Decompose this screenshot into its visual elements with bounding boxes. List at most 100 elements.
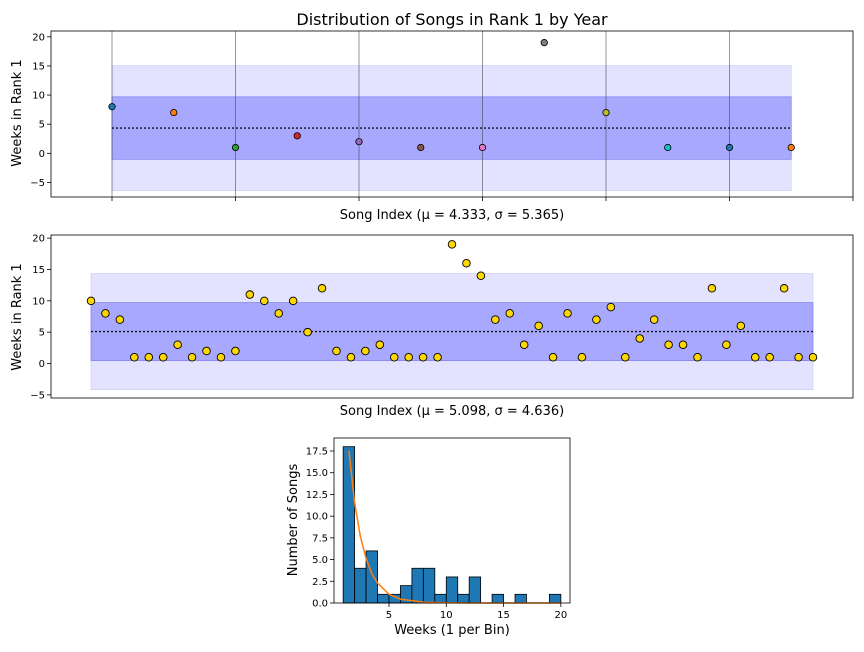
y-ticks: 0.0 2.5 5.0 7.5 10.0 12.5 15.0 17.5 xyxy=(306,447,334,610)
plot-frame xyxy=(333,437,571,604)
data-point xyxy=(288,296,298,306)
data-point xyxy=(722,340,731,349)
data-point xyxy=(418,353,428,362)
histogram-bar xyxy=(342,446,356,604)
data-point xyxy=(144,353,154,362)
histogram-bar xyxy=(365,550,378,604)
x-tick-label: 20 xyxy=(554,610,567,621)
data-point xyxy=(519,340,529,349)
data-point xyxy=(404,353,413,362)
data-point xyxy=(187,353,197,362)
x-axis-label: Song Index (μ = 5.098, σ = 4.636) xyxy=(340,404,564,419)
data-point xyxy=(505,309,515,318)
data-point xyxy=(736,321,746,331)
data-point xyxy=(86,296,96,306)
data-point xyxy=(216,353,226,362)
plot-frame xyxy=(50,30,854,198)
data-point xyxy=(346,353,356,362)
y-tick-label: 0 xyxy=(39,149,45,160)
data-point xyxy=(563,309,572,318)
y-ticks: −5 0 5 10 15 20 xyxy=(30,234,51,401)
x-axis-label: Weeks (1 per Bin) xyxy=(394,623,510,638)
data-point xyxy=(158,353,168,362)
data-point xyxy=(274,309,283,318)
data-point xyxy=(260,296,269,306)
data-point xyxy=(534,321,543,331)
data-point xyxy=(245,290,255,299)
data-point xyxy=(592,315,601,324)
data-point xyxy=(779,284,789,293)
data-point xyxy=(170,108,178,117)
y-tick-label: 12.5 xyxy=(306,490,328,501)
data-point xyxy=(491,315,500,324)
data-point xyxy=(361,346,370,356)
data-point xyxy=(602,108,610,117)
x-ticks xyxy=(111,197,854,201)
data-point xyxy=(130,353,139,362)
x-ticks: 5 10 15 20 xyxy=(386,603,567,621)
data-point xyxy=(108,103,116,111)
data-point xyxy=(202,346,211,356)
plot-frame xyxy=(50,234,854,399)
histogram-bar xyxy=(354,567,367,604)
histogram-bar xyxy=(491,593,504,604)
chart-panel-all-songs: −5 0 5 10 15 20 Song Index (μ = 5.098, σ = 4.… xyxy=(10,234,854,419)
data-point xyxy=(447,240,457,249)
histogram-bar xyxy=(468,576,482,604)
y-tick-label: 0.0 xyxy=(312,599,328,610)
data-point xyxy=(115,315,125,324)
data-point xyxy=(787,143,795,152)
data-point xyxy=(707,284,717,293)
data-point xyxy=(606,302,616,312)
histogram-bar xyxy=(411,567,424,604)
y-tick-label: 2.5 xyxy=(312,577,328,588)
chart-panel-by-year: −5 0 5 10 15 20 Distribution of Songs in Rank… xyxy=(10,10,854,223)
data-point xyxy=(433,353,442,362)
data-point xyxy=(678,340,688,349)
histogram-bar xyxy=(514,593,527,604)
data-point xyxy=(375,340,385,349)
y-tick-label: −5 xyxy=(30,178,45,189)
y-tick-label: 17.5 xyxy=(306,447,328,458)
y-tick-label: 7.5 xyxy=(312,533,328,544)
scatter-points xyxy=(108,39,795,152)
data-point xyxy=(693,353,702,362)
data-point xyxy=(476,271,486,281)
y-tick-label: 15 xyxy=(32,61,45,72)
y-tick-label: 5 xyxy=(39,328,45,339)
data-point xyxy=(332,346,341,356)
data-point xyxy=(635,334,644,343)
data-point xyxy=(750,353,760,362)
data-point xyxy=(462,258,471,268)
y-tick-label: 20 xyxy=(32,234,45,245)
histogram-bars xyxy=(342,446,562,604)
y-tick-label: 15 xyxy=(32,265,45,276)
data-point xyxy=(478,143,487,152)
data-point xyxy=(355,138,363,146)
histogram-bar xyxy=(457,593,470,604)
data-point xyxy=(725,143,734,152)
y-tick-label: 5 xyxy=(39,120,45,131)
y-axis-label: Weeks in Rank 1 xyxy=(10,59,25,166)
data-point xyxy=(765,353,774,362)
data-point xyxy=(540,39,548,47)
y-tick-label: −5 xyxy=(30,390,45,401)
y-axis-label: Number of Songs xyxy=(286,464,301,577)
histogram-bar xyxy=(548,593,562,604)
y-tick-label: 10 xyxy=(32,296,45,307)
y-tick-label: 10 xyxy=(32,91,45,102)
histogram-bar xyxy=(434,593,447,604)
data-point xyxy=(417,143,425,152)
data-point xyxy=(303,327,312,337)
data-point xyxy=(621,353,630,362)
histogram-bar xyxy=(445,576,459,604)
y-ticks: −5 0 5 10 15 20 xyxy=(30,32,51,189)
data-point xyxy=(101,309,110,318)
x-axis-label: Song Index (μ = 4.333, σ = 5.365) xyxy=(340,208,564,223)
data-point xyxy=(548,353,558,362)
data-point xyxy=(649,315,659,324)
data-point xyxy=(794,353,803,362)
data-point xyxy=(293,132,301,140)
x-tick-label: 15 xyxy=(497,610,510,621)
